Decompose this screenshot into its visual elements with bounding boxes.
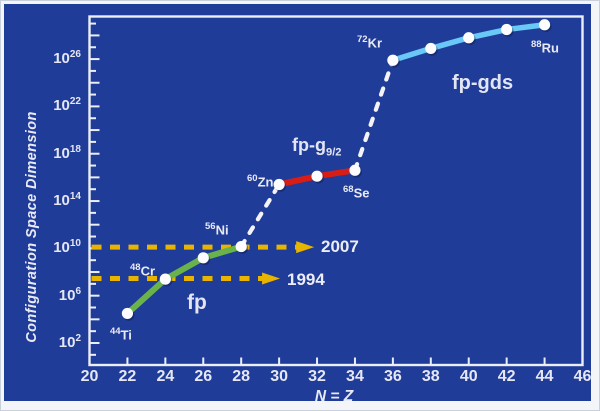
nuclide-mass: 48 <box>130 262 141 273</box>
nuclide-symbol: Kr <box>367 35 383 51</box>
nuclide-label-44Ti: 44Ti <box>110 326 132 342</box>
x-tick-label: 36 <box>383 368 402 385</box>
reference-arrowhead-2007 <box>296 241 315 254</box>
data-point <box>311 170 323 182</box>
x-tick-label: 46 <box>573 368 592 385</box>
chart-background <box>4 4 591 401</box>
x-tick-label: 28 <box>232 368 251 385</box>
data-point-68Se <box>349 164 361 176</box>
y-tick-label: 1018 <box>35 144 81 162</box>
y-tick-exponent: 2 <box>75 333 81 344</box>
y-tick-exponent: 22 <box>69 96 81 108</box>
nuclide-label-68Se: 68Se <box>343 184 369 200</box>
x-tick-label: 30 <box>270 368 288 385</box>
y-tick-label: 1014 <box>35 191 81 209</box>
y-tick-label: 1026 <box>35 49 81 67</box>
region-label-fp-gds: fp-gds <box>452 72 513 95</box>
y-tick-label: 106 <box>35 286 81 304</box>
data-point-48Cr <box>159 273 171 285</box>
nuclide-mass: 72 <box>357 34 368 45</box>
nuclide-symbol: Ti <box>120 327 132 343</box>
y-tick-label: 1010 <box>35 238 81 256</box>
series-line-fp <box>124 243 245 317</box>
y-tick-exponent: 18 <box>69 143 81 155</box>
y-tick-exponent: 10 <box>69 238 81 250</box>
y-tick-base: 10 <box>53 50 70 68</box>
plot-frame <box>88 15 584 367</box>
data-point <box>501 23 513 36</box>
region-label-fp-text: fp <box>187 291 207 314</box>
data-point-72Kr <box>387 54 399 66</box>
nuclide-mass: 44 <box>110 326 121 337</box>
x-tick-label: 42 <box>497 368 516 385</box>
nuclide-symbol: Zn <box>257 174 274 190</box>
y-tick-base: 10 <box>58 286 76 304</box>
x-tick-label: 40 <box>459 368 478 385</box>
x-tick-label: 32 <box>308 368 326 385</box>
data-point-60Zn <box>273 178 285 191</box>
y-tick-base: 10 <box>53 192 70 210</box>
y-tick-label: 1022 <box>35 96 81 114</box>
x-axis-title: N = Z <box>314 388 354 405</box>
x-tick-label: 38 <box>421 368 440 385</box>
data-point <box>463 32 475 44</box>
nuclide-label-48Cr: 48Cr <box>130 262 155 278</box>
data-point-44Ti <box>121 307 134 320</box>
reference-year-2007: 2007 <box>321 237 359 256</box>
nuclide-mass: 60 <box>247 173 258 184</box>
transition-68Se-72Kr <box>352 58 395 173</box>
y-tick-base: 10 <box>53 144 70 162</box>
transition-56Ni-60Zn <box>239 182 282 249</box>
x-tick-label: 20 <box>80 368 99 385</box>
y-tick-exponent: 26 <box>69 49 81 61</box>
region-label-fp-g92-text: fp-g <box>292 135 326 155</box>
region-label-fp-g92: fp-g9/2 <box>292 135 342 159</box>
region-label-fp-g92-sub: 9/2 <box>325 146 342 159</box>
y-tick-exponent: 14 <box>69 191 81 203</box>
y-tick-base: 10 <box>53 97 70 115</box>
reference-year-1994: 1994 <box>287 270 325 289</box>
nuclide-mass: 56 <box>205 221 216 232</box>
nuclide-symbol: Ni <box>215 222 229 238</box>
nuclide-mass: 88 <box>531 39 542 50</box>
y-tick-exponent: 6 <box>75 285 81 297</box>
y-tick-label: 102 <box>35 333 81 351</box>
x-tick-label: 22 <box>118 368 137 385</box>
data-point <box>425 42 437 55</box>
region-label-fp-gds-text: fp-gds <box>452 72 514 94</box>
nuclide-symbol: Ru <box>541 40 559 56</box>
nuclide-label-56Ni: 56Ni <box>205 221 229 237</box>
nuclide-symbol: Se <box>353 185 370 201</box>
x-tick-label: 34 <box>346 368 364 385</box>
nuclide-symbol: Cr <box>140 263 156 279</box>
data-point-88Ru <box>538 19 551 31</box>
data-point-56Ni <box>235 240 247 253</box>
nuclide-label-72Kr: 72Kr <box>357 34 382 50</box>
data-point <box>197 252 209 264</box>
y-tick-base: 10 <box>53 239 70 257</box>
x-tick-label: 24 <box>156 368 175 385</box>
reference-arrowhead-1994 <box>262 272 281 285</box>
nuclide-mass: 68 <box>343 184 354 195</box>
region-label-fp: fp <box>187 291 207 315</box>
nuclide-label-88Ru: 88Ru <box>531 39 559 55</box>
y-tick-base: 10 <box>58 334 76 351</box>
nuclide-label-60Zn: 60Zn <box>247 173 273 189</box>
x-tick-label: 26 <box>194 368 213 385</box>
x-tick-label: 44 <box>535 368 554 385</box>
